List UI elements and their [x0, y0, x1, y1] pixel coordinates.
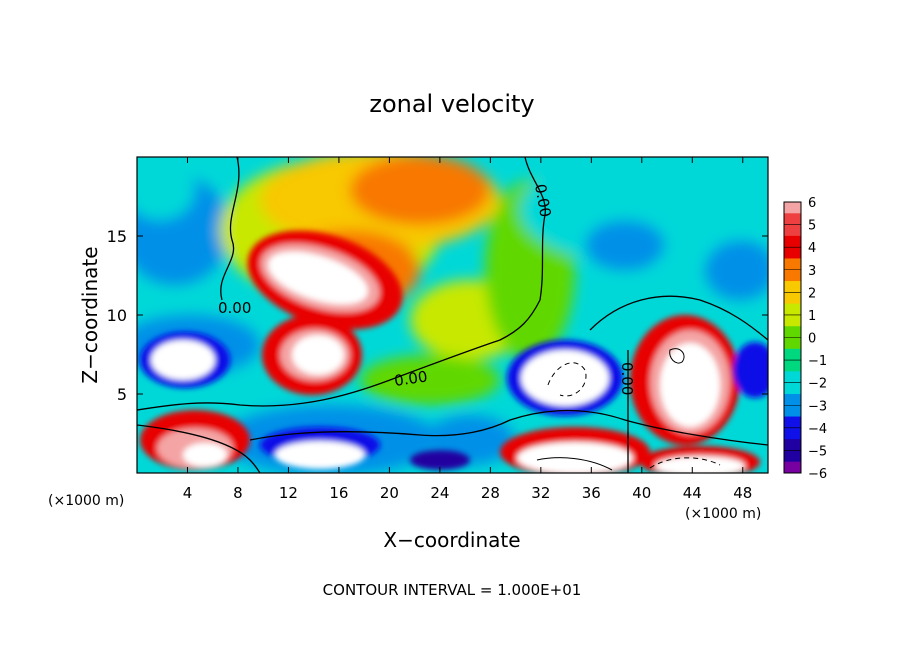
heatmap-field: [137, 157, 768, 473]
y-tick-label: 15: [107, 227, 127, 246]
colorbar-swatch: [784, 292, 801, 305]
colorbar-label: −2: [808, 377, 827, 392]
x-axis-ticks: 4 8 12 16 20 24 28 32 36 40 44 48: [183, 157, 752, 502]
y-tick-label: 5: [117, 385, 127, 404]
x-tick-label: 12: [279, 484, 298, 502]
colorbar: 6 5 4 3 2 1 0 −1 −2 −3 −4 −5 −6: [783, 196, 827, 482]
x-axis-label: X−coordinate: [383, 528, 520, 552]
colorbar-swatch: [784, 393, 801, 406]
colorbar-label: −4: [808, 422, 827, 437]
contour-label-3: 0.00: [531, 183, 555, 219]
colorbar-swatch: [784, 405, 801, 418]
x-units-right: (×1000 m): [685, 506, 761, 522]
colorbar-swatch: [784, 326, 801, 338]
colorbar-label: −5: [808, 444, 827, 459]
colorbar-swatch: [784, 269, 801, 282]
colorbar-label: 3: [808, 264, 816, 279]
colorbar-label: 2: [808, 286, 816, 301]
x-tick-label: 16: [329, 484, 348, 502]
contour-label-2: 0.00: [393, 367, 429, 389]
colorbar-swatch: [784, 258, 801, 271]
colorbar-label: 5: [808, 219, 816, 234]
x-tick-label: 24: [430, 484, 449, 502]
y-axis-ticks: 5 10 15: [107, 227, 768, 404]
colorbar-swatch: [784, 382, 801, 395]
colorbar-swatch: [784, 213, 801, 226]
contour-label-4: 0.00: [618, 362, 636, 395]
contour-interval-note: CONTOUR INTERVAL = 1.000E+01: [323, 581, 582, 599]
colorbar-swatch: [784, 281, 801, 293]
colorbar-label: −6: [808, 467, 827, 482]
x-tick-label: 48: [733, 484, 752, 502]
colorbar-swatch: [784, 427, 801, 440]
colorbar-swatch: [784, 439, 801, 451]
colorbar-swatch: [784, 416, 801, 429]
y-tick-label: 10: [107, 306, 127, 325]
colorbar-label: −3: [808, 399, 827, 414]
x-tick-label: 4: [183, 484, 193, 502]
contour-labels: 0.00 0.00 0.00 0.00: [218, 183, 636, 396]
chart-title: zonal velocity: [369, 90, 534, 118]
colorbar-label: 1: [808, 309, 816, 324]
colorbar-label: 6: [808, 196, 816, 211]
colorbar-swatch: [784, 224, 801, 237]
colorbar-swatch: [784, 371, 801, 384]
colorbar-swatch: [784, 461, 801, 474]
x-tick-label: 36: [582, 484, 601, 502]
colorbar-label: −1: [808, 354, 827, 369]
colorbar-swatch: [784, 303, 801, 316]
colorbar-swatch: [784, 235, 801, 248]
x-tick-label: 40: [632, 484, 651, 502]
colorbar-swatch: [784, 360, 801, 372]
x-units-left: (×1000 m): [48, 493, 124, 509]
x-tick-label: 32: [531, 484, 550, 502]
x-tick-label: 44: [683, 484, 702, 502]
colorbar-label: 0: [808, 332, 816, 347]
colorbar-swatch: [784, 202, 801, 214]
colorbar-label: 4: [808, 241, 816, 256]
y-axis-label: Z−coordinate: [78, 246, 102, 383]
colorbar-swatch: [784, 314, 801, 327]
colorbar-swatch: [784, 247, 801, 259]
colorbar-swatch: [784, 337, 801, 350]
colorbar-swatch: [784, 348, 801, 361]
x-tick-label: 8: [233, 484, 243, 502]
contour-label-1: 0.00: [218, 299, 251, 317]
x-tick-label: 20: [380, 484, 399, 502]
colorbar-swatch: [784, 450, 801, 463]
x-tick-label: 28: [481, 484, 500, 502]
